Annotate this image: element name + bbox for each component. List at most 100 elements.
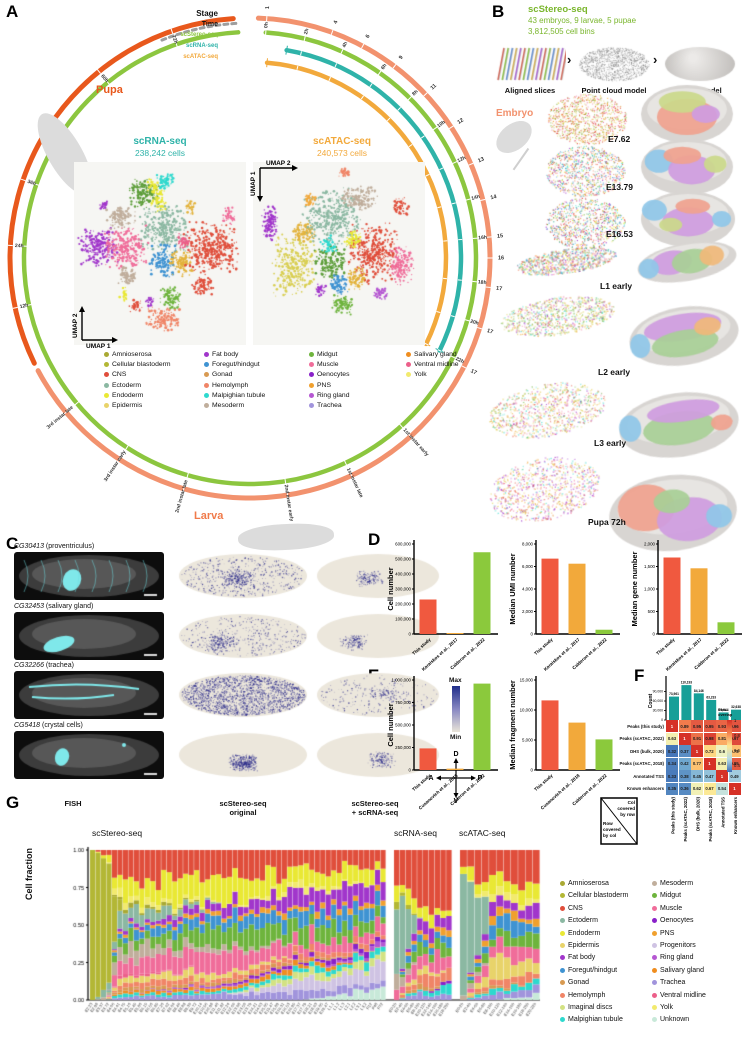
legend-label: Amnioserosa <box>568 880 609 887</box>
svg-text:UMAP 2: UMAP 2 <box>266 160 291 167</box>
legend-label: Imaginal discs <box>568 1003 613 1011</box>
tissue-name: (proventriculus) <box>43 543 95 550</box>
svg-text:Known enhancers: Known enhancers <box>733 796 738 834</box>
legend-swatch <box>309 382 314 388</box>
pupa-phase-label: Pupa <box>96 84 123 96</box>
rna-umap-plot <box>74 162 246 345</box>
specimen-pointcloud <box>546 92 628 146</box>
svg-text:Cell number: Cell number <box>386 703 395 746</box>
rna-umap-axes: UMAP 2 UMAP 1 <box>72 306 118 350</box>
legend-swatch <box>104 352 109 357</box>
heatmap-cell: 0.42 <box>678 757 691 770</box>
legend-swatch <box>406 352 411 357</box>
heatmap-cell: 0.93 <box>716 720 728 732</box>
ring-label: 36h <box>26 179 36 187</box>
orientation-compass: D V A P <box>428 751 482 805</box>
legend-swatch <box>560 893 565 899</box>
bar-chart: Median fragment number 0 5,000 10,000 15,000… <box>508 676 620 811</box>
legend-item: Trachea <box>309 402 350 409</box>
expression-colorbar <box>452 686 460 732</box>
ring-label: 0h <box>263 22 269 28</box>
legend-item: PNS <box>309 382 350 389</box>
legend-label: Gonad <box>568 979 590 987</box>
g-group-title-rna: scRNA-seq <box>394 828 437 838</box>
g-ylabel: Cell fraction <box>24 847 34 900</box>
gene-name: CG32453 <box>14 603 44 610</box>
legend-item: Yolk <box>652 1004 706 1011</box>
heatmap-cell: 0.6 <box>716 745 728 757</box>
heatmap-cell: 0.89 <box>678 720 691 732</box>
heatmap-cell: 0.36 <box>678 782 691 795</box>
stereo-original-plot <box>178 612 308 660</box>
legend-label: Endoderm <box>568 929 601 937</box>
legend-label: Ring gland <box>660 954 694 962</box>
legend-label: PNS <box>660 929 675 937</box>
legend-item: Epidermis <box>104 402 171 409</box>
svg-text:750,000: 750,000 <box>395 700 411 705</box>
specimen-label: L2 early <box>598 367 631 377</box>
legend-column: Amnioserosa Cellular blastoderm CNS Ectoder… <box>104 351 171 412</box>
ring-label: 72h <box>170 35 178 45</box>
panel-c-letter: C <box>6 534 19 553</box>
atac-umap-title: scATAC-seq <box>313 136 371 147</box>
legend-swatch <box>560 930 565 936</box>
ring-label: 22h <box>455 356 465 365</box>
legend-swatch <box>560 980 565 986</box>
heatmap-cell: 1 <box>691 745 703 757</box>
legend-swatch <box>204 392 209 398</box>
ring-label: 16 <box>498 255 504 261</box>
legend-label: Endoderm <box>112 391 144 399</box>
fish-col-caption: FISH <box>64 799 82 808</box>
heatmap-cell: 0.62 <box>691 782 703 795</box>
heatmap-cell: 0.35 <box>666 782 678 795</box>
heatmap-cell: 0.32 <box>666 745 678 757</box>
legend-label: Ectoderm <box>568 917 598 925</box>
legend-column: Amnioserosa Cellular blastoderm CNS Ectoder… <box>560 880 628 1029</box>
svg-text:63,233: 63,233 <box>706 695 716 699</box>
legend-label: Epidermis <box>112 401 143 409</box>
track-label-stage: Stage <box>196 9 218 18</box>
ring-label: 60h <box>99 73 109 83</box>
svg-text:1,000: 1,000 <box>644 587 656 592</box>
specimen-label: L1 early <box>600 281 633 291</box>
stereo-line2: 3,812,505 cell bins <box>528 27 595 36</box>
gene-name: CG32266 <box>14 662 44 669</box>
svg-text:by col: by col <box>603 833 616 838</box>
aligned-slices-image <box>494 44 566 84</box>
specimen-mesh <box>640 138 734 196</box>
svg-text:UMAP 1: UMAP 1 <box>250 171 257 196</box>
legend-label: Fat body <box>212 351 239 358</box>
rna-umap-title: scRNA-seq <box>133 136 187 147</box>
heatmap-cell: 0.34 <box>666 757 678 770</box>
legend-item: Ventral midline <box>406 361 459 368</box>
legend-item: Hemolymph <box>204 382 265 389</box>
svg-text:UMAP 2: UMAP 2 <box>72 313 79 338</box>
legend-item: Ventral midline <box>652 992 706 999</box>
specimen-pointcloud <box>544 144 626 198</box>
legend-swatch <box>560 918 565 924</box>
frac-overlap-label-l2: overlap <box>718 711 733 717</box>
panel-d-letter: D <box>368 530 381 549</box>
legend-item: Gonad <box>560 979 628 986</box>
legend-label: Trachea <box>660 979 686 987</box>
legend-swatch <box>406 362 411 368</box>
legend-item: Imaginal discs <box>560 1004 628 1011</box>
gene-label: CG30413 (proventriculus) <box>14 543 94 550</box>
legend-label: Unknown <box>660 1016 690 1024</box>
legend-label: Gonad <box>212 371 233 379</box>
legend-item: Endoderm <box>104 392 171 399</box>
heatmap-row-label: Peaks (scATAC, 2022) <box>619 736 664 741</box>
heatmap-cell: 0.38 <box>678 770 691 782</box>
gene-name: CG5418 <box>14 722 41 729</box>
ring-label: 14h <box>471 194 481 202</box>
stereo-rna-plot <box>316 671 440 719</box>
tissue-name: (trachea) <box>43 662 74 669</box>
legend-swatch <box>652 1004 657 1010</box>
legend-column: Fat body Foregut/hindgut Gonad Hemolymph Mal… <box>204 351 265 412</box>
heatmap-cell: 0.49 <box>728 770 741 782</box>
legend-item: Gonad <box>204 371 265 378</box>
legend-column: Salivary gland Ventral midline Yolk <box>406 351 459 382</box>
heatmap-cell: 0.37 <box>678 745 691 757</box>
legend-swatch <box>560 1017 565 1023</box>
